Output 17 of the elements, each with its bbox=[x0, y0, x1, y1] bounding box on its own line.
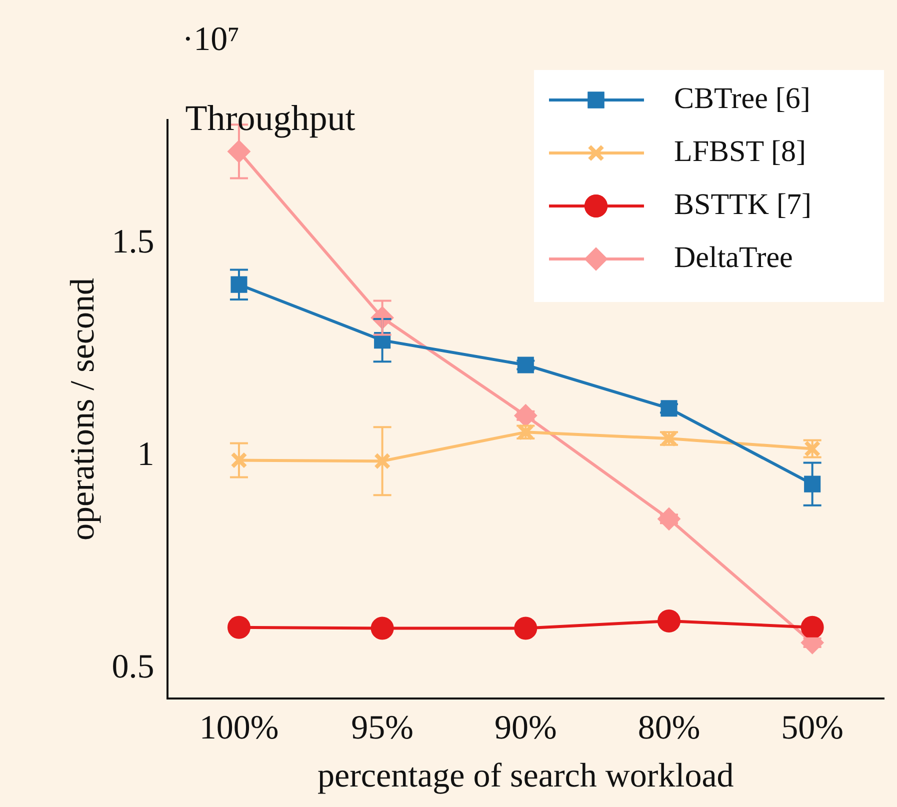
x-tick-label: 95% bbox=[351, 710, 414, 747]
legend-label: DeltaTree bbox=[674, 240, 793, 274]
x-tick-label: 100% bbox=[199, 710, 279, 747]
x-tick-label: 90% bbox=[494, 710, 557, 747]
y-tick-label: 0.5 bbox=[112, 648, 154, 686]
y-tick-label: 1.5 bbox=[112, 223, 154, 260]
y-tick-label: 1 bbox=[137, 436, 154, 473]
legend-label: CBTree [6] bbox=[674, 82, 810, 115]
legend-label: BSTTK [7] bbox=[674, 188, 812, 221]
x-axis-title: percentage of search workload bbox=[318, 758, 734, 795]
text: ·10⁷ bbox=[182, 21, 240, 58]
y-axis-title: operations / second bbox=[64, 278, 102, 540]
x-tick-label: 80% bbox=[638, 710, 700, 747]
chart-title: Throughput bbox=[185, 98, 356, 138]
x-tick-label: 50% bbox=[781, 710, 844, 747]
point bbox=[657, 609, 680, 632]
legend-label: LFBST [8] bbox=[674, 134, 806, 168]
